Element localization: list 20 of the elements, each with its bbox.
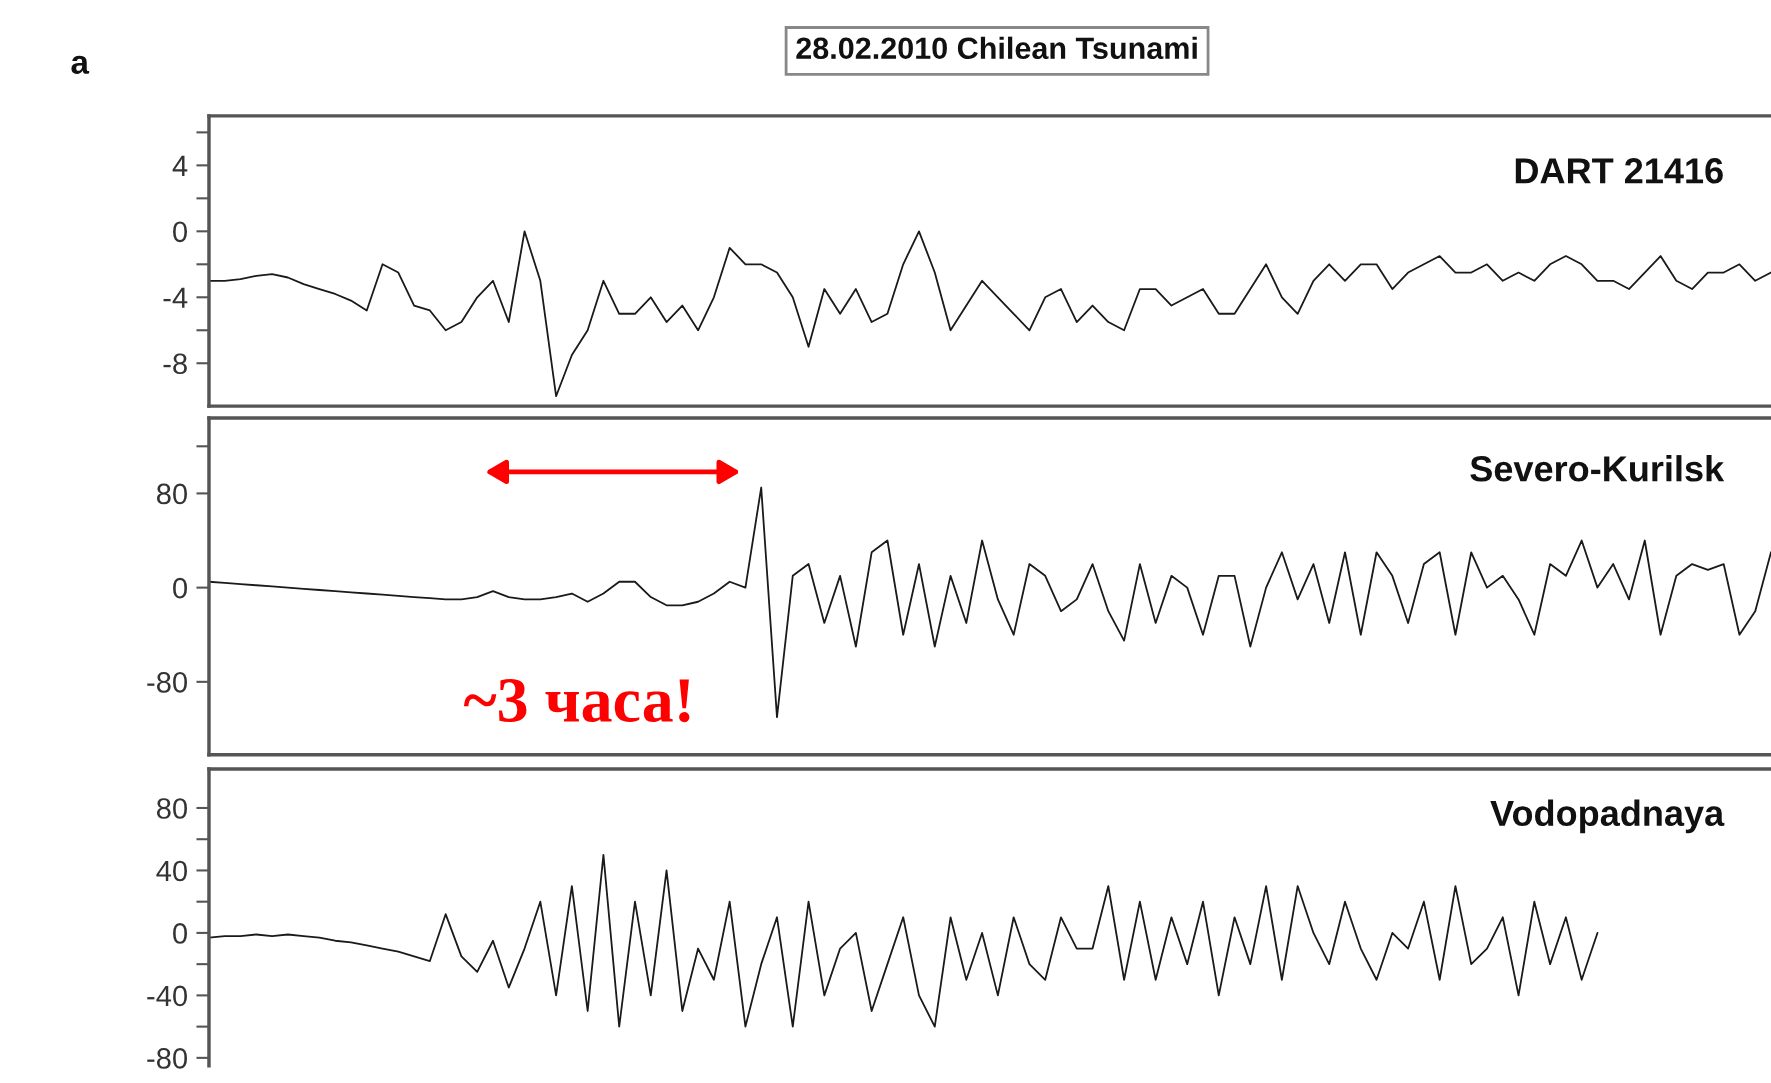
y-tick-label: -80 <box>147 672 188 693</box>
y-tick-label: 0 <box>173 221 188 243</box>
y-tick-label: 0 <box>173 577 188 599</box>
y-tick-label: 80 <box>156 483 188 505</box>
series-label: Severo-Kurilsk <box>1470 455 1725 482</box>
line-series <box>208 853 1599 1028</box>
text: DART 21416 <box>1515 158 1723 184</box>
y-tick-label: -4 <box>163 287 188 308</box>
y-tick-label: -8 <box>163 353 187 375</box>
y-tick-label: -80 <box>147 1048 188 1069</box>
y-tick-label: -40 <box>147 985 188 1007</box>
series-label: Vodopadnaya <box>1490 799 1725 834</box>
annotation: ~3 часа! <box>463 679 690 723</box>
y-tick-label: 40 <box>156 860 188 882</box>
chart-title: 28.02.2010 Chilean Tsunami <box>796 36 1197 60</box>
text: a <box>71 55 90 74</box>
line-series <box>208 230 1771 398</box>
y-tick-label: 80 <box>156 798 188 819</box>
y-tick-label: 0 <box>173 923 188 944</box>
y-tick-label: 4 <box>172 155 188 176</box>
